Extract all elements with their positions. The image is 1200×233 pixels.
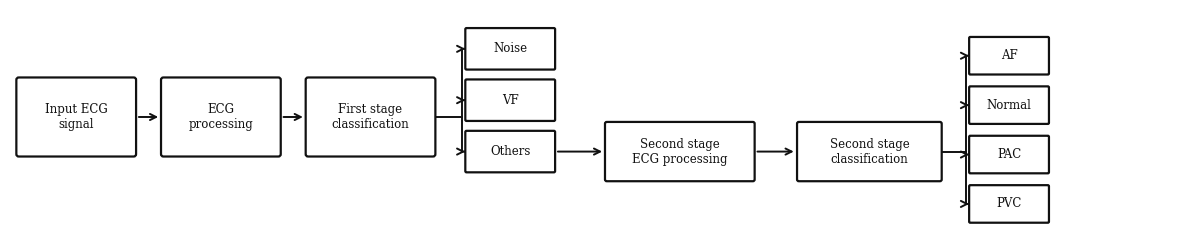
FancyBboxPatch shape [466, 79, 556, 121]
FancyBboxPatch shape [306, 77, 436, 157]
Text: AF: AF [1001, 49, 1018, 62]
FancyBboxPatch shape [17, 77, 136, 157]
FancyBboxPatch shape [161, 77, 281, 157]
Text: Noise: Noise [493, 42, 527, 55]
Text: Input ECG
signal: Input ECG signal [44, 103, 108, 131]
FancyBboxPatch shape [970, 185, 1049, 223]
FancyBboxPatch shape [970, 136, 1049, 173]
Text: VF: VF [502, 94, 518, 107]
FancyBboxPatch shape [970, 37, 1049, 75]
Text: PAC: PAC [997, 148, 1021, 161]
FancyBboxPatch shape [605, 122, 755, 181]
Text: Others: Others [490, 145, 530, 158]
FancyBboxPatch shape [970, 86, 1049, 124]
FancyBboxPatch shape [466, 131, 556, 172]
Text: ECG
processing: ECG processing [188, 103, 253, 131]
Text: PVC: PVC [996, 197, 1021, 210]
Text: Second stage
ECG processing: Second stage ECG processing [632, 137, 727, 166]
Text: Second stage
classification: Second stage classification [829, 137, 910, 166]
Text: Normal: Normal [986, 99, 1032, 112]
Text: First stage
classification: First stage classification [331, 103, 409, 131]
FancyBboxPatch shape [466, 28, 556, 70]
FancyBboxPatch shape [797, 122, 942, 181]
